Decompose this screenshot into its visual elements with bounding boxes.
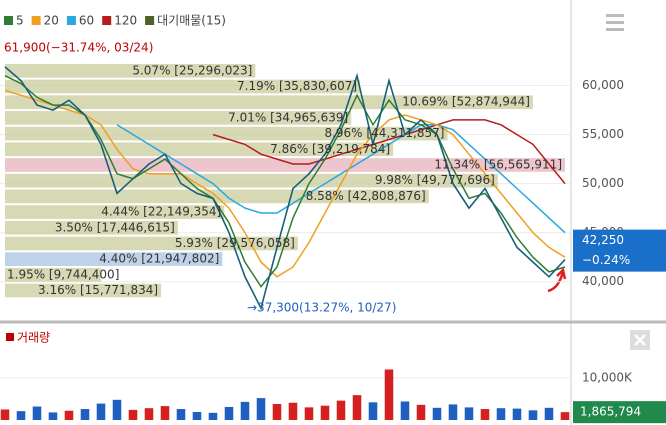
- current-volume: 1,865,794: [580, 405, 641, 419]
- volume-bar: [208, 412, 218, 420]
- profile-bar: [5, 236, 298, 251]
- volume-bar: [336, 400, 346, 420]
- profile-bar: [5, 79, 361, 94]
- volume-bar: [288, 402, 298, 420]
- arrow: [547, 267, 567, 293]
- volume-bar: [464, 407, 474, 420]
- volume-bar: [416, 404, 426, 420]
- current-volume-box: [573, 401, 666, 424]
- price-line: [4, 66, 566, 311]
- profile-bar: [5, 205, 225, 219]
- volume-bar: [240, 401, 250, 420]
- volume-bar: [176, 409, 186, 420]
- ma-line: [4, 75, 566, 288]
- volume-bar: [256, 398, 266, 420]
- volume-bar: [400, 401, 410, 420]
- volume-bar: [32, 406, 42, 420]
- profile-label: 7.19% [35,830,607]: [237, 79, 357, 93]
- legend-swatch: [6, 333, 14, 341]
- profile-label: 5.07% [25,296,023]: [132, 63, 252, 77]
- legend-swatch: [66, 16, 76, 25]
- legend-label: 60: [79, 14, 94, 28]
- legend-swatch: [4, 16, 13, 25]
- volume-bar: [272, 404, 282, 420]
- current-change: −0.24%: [582, 253, 630, 267]
- low-annotation: →37,300(13.27%, 10/27): [247, 301, 396, 315]
- profile-label: 5.93% [29,576,058]: [175, 236, 295, 250]
- profile-label: 4.44% [22,149,354]: [101, 205, 221, 219]
- profile-label: 11.34% [56,565,911]: [434, 157, 562, 171]
- legend-label: 5: [16, 14, 24, 28]
- legend-label: 120: [114, 14, 137, 28]
- ma-line: [4, 89, 566, 278]
- volume-bar: [80, 409, 90, 420]
- volume-bar: [384, 369, 394, 420]
- ma-line: [116, 124, 566, 234]
- volume-bar: [192, 412, 202, 420]
- volume-bar: [64, 410, 74, 420]
- profile-label: 7.01% [34,965,639]: [228, 110, 348, 124]
- volume-bar: [512, 408, 522, 420]
- volume-bar: [304, 407, 314, 420]
- profile-label: 1.95% [9,744,400]: [7, 267, 119, 281]
- volume-bar: [448, 404, 458, 420]
- menu-icon[interactable]: [606, 14, 624, 31]
- volume-bar: [0, 409, 10, 420]
- legend-swatch: [31, 16, 41, 25]
- volume-bar: [48, 412, 58, 420]
- profile-label: 8.96% [44,311,857]: [324, 126, 444, 140]
- y-tick-label: 10,000K: [582, 370, 633, 384]
- volume-bar: [112, 399, 122, 420]
- volume-bar: [544, 407, 554, 420]
- profile-bar: [5, 63, 256, 78]
- ma-line: [212, 119, 566, 185]
- current-price-box: [573, 229, 666, 272]
- volume-bar: [496, 408, 506, 420]
- profile-bar: [5, 95, 533, 110]
- volume-bar: [160, 406, 170, 420]
- volume-bar: [368, 402, 378, 420]
- legend-label: 거래량: [17, 331, 50, 345]
- profile-label: 7.86% [39,219,784]: [270, 142, 390, 156]
- volume-bar: [128, 409, 138, 420]
- legend-swatch: [145, 16, 155, 25]
- profile-bar: [5, 111, 352, 125]
- volume-bar: [144, 408, 154, 420]
- profile-bar: [5, 220, 178, 235]
- profile-bar: [5, 283, 162, 298]
- profile-label: 10.69% [52,874,944]: [402, 95, 530, 109]
- volume-bar: [96, 403, 106, 420]
- legend: 5 20 60 120 대기매물(15): [4, 14, 226, 28]
- y-tick-label: 40,000: [582, 274, 624, 288]
- volume-bar: [480, 409, 490, 420]
- y-tick-label: 55,000: [582, 127, 624, 141]
- legend-label: 20: [44, 14, 59, 28]
- current-price: 42,250: [582, 233, 624, 247]
- close-icon[interactable]: [630, 330, 650, 350]
- high-annotation: 61,900(−31.74%, 03/24): [4, 41, 153, 55]
- y-tick-label: 60,000: [582, 78, 624, 92]
- legend-label: 대기매물(15): [157, 14, 226, 28]
- profile-label: 8.58% [42,808,876]: [306, 189, 426, 203]
- y-tick-label: 50,000: [582, 176, 624, 190]
- volume-bar: [16, 411, 26, 420]
- profile-label: 3.50% [17,446,615]: [55, 220, 175, 234]
- volume-bar: [432, 407, 442, 420]
- volume-bar: [528, 410, 538, 420]
- profile-bar: [5, 252, 223, 266]
- profile-bar: [5, 267, 102, 282]
- volume-bar: [560, 412, 570, 420]
- volume-bar: [352, 395, 362, 420]
- profile-label: 4.40% [21,947,802]: [99, 252, 219, 266]
- profile-label: 3.16% [15,771,834]: [38, 283, 158, 297]
- volume-bar: [224, 406, 234, 420]
- profile-label: 9.98% [49,777,696]: [375, 173, 495, 187]
- volume-bar: [320, 405, 330, 420]
- legend-swatch: [102, 16, 112, 25]
